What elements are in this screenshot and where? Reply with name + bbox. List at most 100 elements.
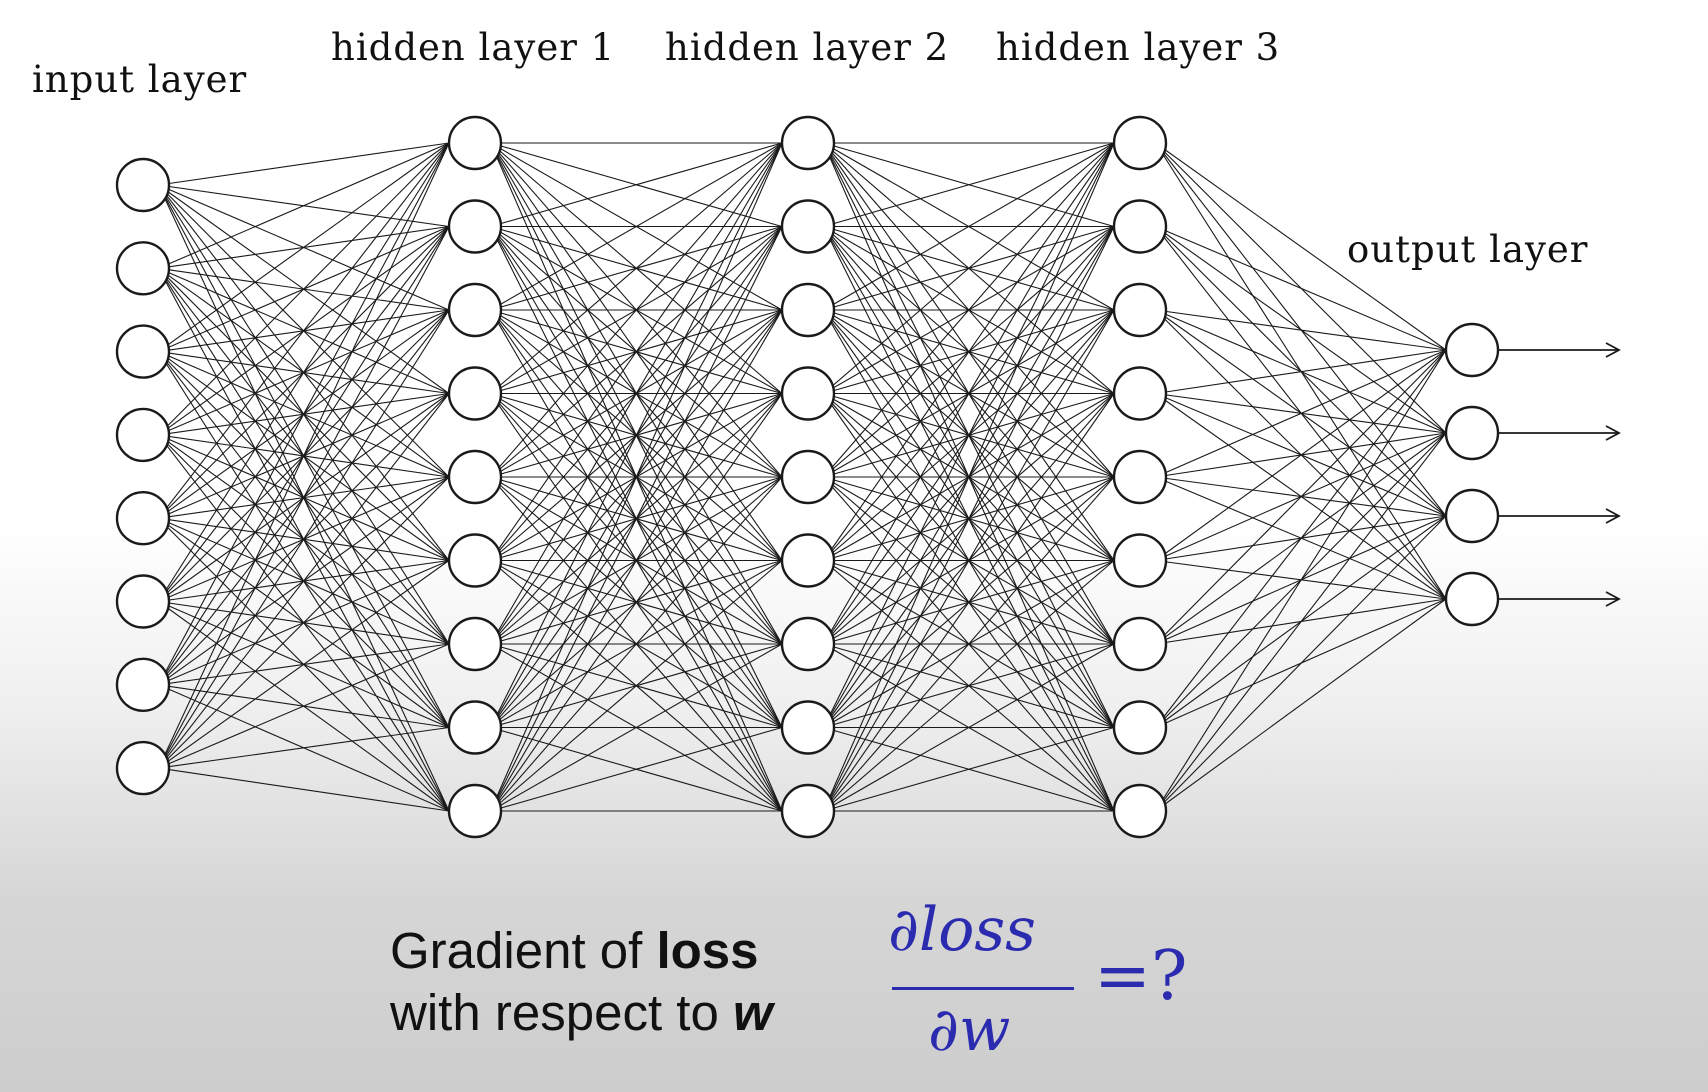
- edge-l2-8-0: [823, 142, 1115, 812]
- edge-l1-2-0: [490, 142, 783, 311]
- neuron-layer1-4: [447, 449, 503, 505]
- edge-l1-8-7: [490, 726, 783, 812]
- caption-line2-prefix: with respect to: [390, 984, 733, 1041]
- neuron-layer3-3: [1112, 366, 1168, 421]
- neuron-layer0-0: [115, 157, 171, 213]
- hidden-layer-1-label: hidden layer 1: [331, 26, 615, 69]
- neuron-layer4-0: [1444, 322, 1500, 378]
- edge-l0-1-0: [158, 142, 450, 269]
- edge-l0-7-2: [158, 309, 450, 769]
- neuron-layer0-4: [115, 491, 171, 546]
- output-arrow-0: [1498, 342, 1621, 358]
- edge-l2-8-5: [823, 560, 1115, 812]
- neuron-layer3-2: [1112, 282, 1168, 338]
- output-arrows: [1498, 342, 1621, 607]
- edge-l1-3-0: [490, 142, 783, 394]
- neuron-layer2-4: [780, 449, 836, 505]
- neuron-layer3-4: [1112, 449, 1168, 505]
- edge-l0-7-4: [158, 476, 450, 769]
- neuron-layer4-3: [1444, 571, 1500, 627]
- edge-l1-8-3: [490, 393, 783, 812]
- edge-l3-1-0: [1155, 225, 1447, 351]
- caption-line-1: Gradient of loss: [390, 920, 773, 982]
- edge-l0-2-0: [158, 142, 450, 353]
- neuron-layer4-1: [1444, 405, 1500, 461]
- edge-l3-7-0: [1155, 349, 1447, 728]
- edge-l1-6-0: [490, 142, 783, 645]
- edge-l0-0-0: [158, 142, 450, 186]
- caption-line-2: with respect to w: [390, 982, 773, 1044]
- formula-denominator: ∂w: [928, 995, 1011, 1065]
- neuron-layer2-1: [780, 199, 836, 254]
- output-arrow-1: [1498, 425, 1621, 441]
- edge-l1-8-0: [490, 142, 783, 812]
- neuron-layer1-3: [447, 366, 503, 421]
- formula-equals-question: =?: [1094, 937, 1188, 1016]
- output-arrow-2: [1498, 508, 1621, 524]
- edge-l3-4-0: [1155, 349, 1447, 478]
- neurons: [115, 115, 1500, 839]
- edge-l3-8-3: [1155, 598, 1447, 812]
- neuron-layer3-1: [1112, 199, 1168, 254]
- neuron-layer1-7: [447, 700, 503, 755]
- edge-l2-8-7: [823, 726, 1115, 812]
- edge-l0-7-5: [158, 560, 450, 769]
- edge-l1-5-0: [490, 142, 783, 561]
- edge-l2-4-0: [823, 142, 1115, 478]
- output-layer-label: output layer: [1347, 228, 1589, 271]
- edge-l3-0-0: [1155, 142, 1447, 351]
- connection-edges: [158, 142, 1447, 812]
- edge-l1-8-4: [490, 476, 783, 812]
- neuron-layer1-6: [447, 616, 503, 672]
- edge-l3-8-1: [1155, 432, 1447, 812]
- neuron-layer0-3: [115, 407, 171, 463]
- caption-loss-word: loss: [656, 922, 759, 979]
- edge-l2-8-6: [823, 643, 1115, 812]
- edge-l3-8-2: [1155, 515, 1447, 812]
- formula-numerator: ∂loss: [888, 895, 1036, 965]
- edge-l2-8-3: [823, 393, 1115, 812]
- neuron-layer3-7: [1112, 700, 1168, 755]
- edge-l0-7-6: [158, 643, 450, 769]
- neuron-layer1-5: [447, 533, 503, 588]
- neuron-layer0-6: [115, 657, 171, 712]
- edge-l2-3-0: [823, 142, 1115, 394]
- neuron-layer0-7: [115, 740, 171, 796]
- neuron-layer3-8: [1112, 783, 1168, 839]
- edge-l2-8-2: [823, 309, 1115, 812]
- edge-l3-3-0: [1155, 349, 1447, 395]
- edge-l0-5-0: [158, 142, 450, 602]
- edge-l2-6-0: [823, 142, 1115, 645]
- neuron-layer1-0: [447, 115, 503, 171]
- neuron-layer1-1: [447, 199, 503, 254]
- neuron-layer3-5: [1112, 533, 1168, 588]
- edge-l2-2-0: [823, 142, 1115, 311]
- edge-l3-6-0: [1155, 349, 1447, 645]
- gradient-formula: ∂loss ∂w =?: [880, 895, 1210, 1075]
- edge-l0-7-8: [158, 767, 450, 812]
- edge-l2-7-0: [823, 142, 1115, 728]
- hidden-layer-2-label: hidden layer 2: [665, 26, 949, 69]
- edge-l2-8-4: [823, 476, 1115, 812]
- edge-l0-7-0: [158, 142, 450, 769]
- edge-l0-3-0: [158, 142, 450, 436]
- gradient-caption: Gradient of loss with respect to w: [390, 920, 773, 1044]
- edge-l2-1-0: [823, 142, 1115, 228]
- neuron-layer2-2: [780, 282, 836, 338]
- fraction-bar: [892, 987, 1074, 990]
- edge-l2-5-0: [823, 142, 1115, 561]
- edge-l0-7-1: [158, 226, 450, 769]
- edge-l0-4-0: [158, 142, 450, 519]
- hidden-layer-3-label: hidden layer 3: [996, 26, 1280, 69]
- output-arrow-3: [1498, 591, 1621, 607]
- edge-l0-6-0: [158, 142, 450, 686]
- edge-l0-7-3: [158, 393, 450, 769]
- edge-l0-7-7: [158, 726, 450, 769]
- edge-l2-8-1: [823, 226, 1115, 812]
- neuron-layer2-7: [780, 700, 836, 755]
- neuron-layer2-0: [780, 115, 836, 171]
- edge-l3-2-0: [1155, 309, 1447, 351]
- edge-l1-8-5: [490, 560, 783, 812]
- edge-l3-5-0: [1155, 349, 1447, 561]
